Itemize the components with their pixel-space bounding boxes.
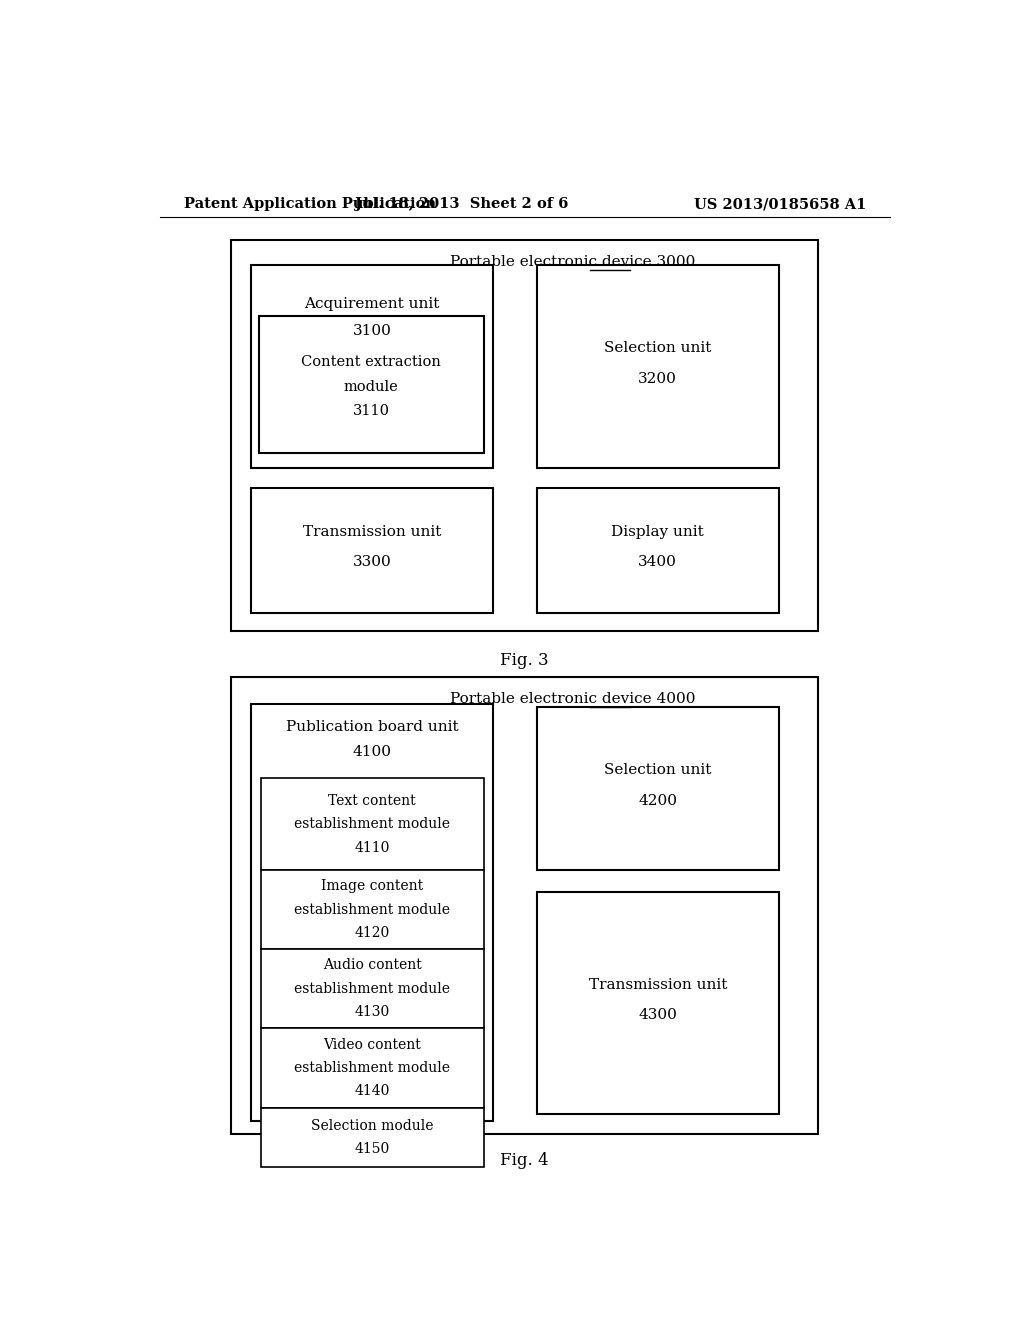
Text: Image content: Image content [321, 879, 423, 894]
Bar [251, 265, 493, 469]
Text: module: module [344, 380, 398, 393]
Text: Acquirement unit: Acquirement unit [304, 297, 439, 310]
Bar [260, 1107, 483, 1167]
Bar [251, 487, 493, 612]
Text: 3110: 3110 [352, 404, 390, 418]
Text: establishment module: establishment module [294, 982, 450, 995]
Text: Jul. 18, 2013  Sheet 2 of 6: Jul. 18, 2013 Sheet 2 of 6 [354, 197, 568, 211]
Text: Display unit: Display unit [611, 525, 705, 539]
Text: Transmission unit: Transmission unit [303, 525, 441, 539]
Text: US 2013/0185658 A1: US 2013/0185658 A1 [693, 197, 866, 211]
Text: Portable electronic device 4000: Portable electronic device 4000 [450, 692, 695, 706]
Text: Selection module: Selection module [310, 1118, 433, 1133]
Bar [260, 779, 483, 870]
Text: Patent Application Publication: Patent Application Publication [183, 197, 435, 211]
Text: 3100: 3100 [352, 325, 391, 338]
Bar [537, 265, 778, 469]
Bar [231, 240, 818, 631]
Text: 4100: 4100 [352, 744, 391, 759]
Text: 4300: 4300 [638, 1008, 677, 1022]
Text: 3400: 3400 [638, 556, 677, 569]
Text: 3300: 3300 [352, 556, 391, 569]
Bar [231, 677, 818, 1134]
Text: 4110: 4110 [354, 841, 390, 854]
Text: Transmission unit: Transmission unit [589, 978, 727, 991]
Bar [259, 315, 483, 453]
Text: Content extraction: Content extraction [301, 355, 441, 370]
Text: Selection unit: Selection unit [604, 763, 712, 777]
Text: Audio content: Audio content [323, 958, 422, 973]
Bar [260, 1028, 483, 1107]
Bar [537, 487, 778, 612]
Text: 4150: 4150 [354, 1142, 390, 1156]
Text: establishment module: establishment module [294, 1061, 450, 1074]
Text: Publication board unit: Publication board unit [286, 719, 459, 734]
Bar [260, 949, 483, 1028]
Bar [251, 704, 493, 1121]
Text: 4200: 4200 [638, 793, 677, 808]
Bar [260, 870, 483, 949]
Text: 4130: 4130 [354, 1005, 390, 1019]
Bar [537, 892, 778, 1114]
Text: Fig. 3: Fig. 3 [501, 652, 549, 669]
Text: Portable electronic device 3000: Portable electronic device 3000 [450, 255, 695, 269]
Text: 3200: 3200 [638, 372, 677, 385]
Text: 4140: 4140 [354, 1085, 390, 1098]
Text: establishment module: establishment module [294, 903, 450, 916]
Text: Selection unit: Selection unit [604, 342, 712, 355]
Text: Text content: Text content [329, 793, 416, 808]
Text: Fig. 4: Fig. 4 [501, 1152, 549, 1170]
Bar [537, 708, 778, 870]
Text: 4120: 4120 [354, 925, 390, 940]
Text: Video content: Video content [324, 1038, 421, 1052]
Text: establishment module: establishment module [294, 817, 450, 832]
